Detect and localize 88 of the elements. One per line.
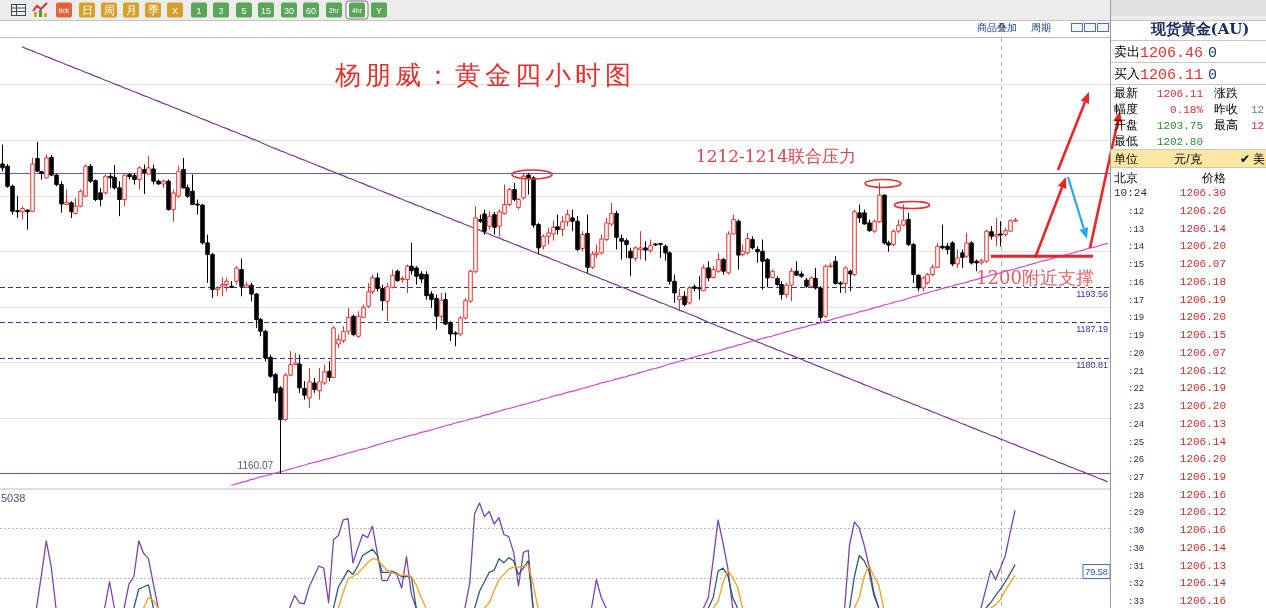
text: 1206.12 bbox=[1179, 364, 1226, 377]
text: 1206.07 bbox=[1179, 258, 1226, 271]
annotation: 5038 bbox=[1, 492, 26, 504]
text: 幅度 bbox=[1114, 102, 1138, 116]
text: 1206.19 bbox=[1179, 293, 1226, 306]
text: 12 bbox=[1251, 120, 1265, 132]
text: :33 bbox=[1128, 597, 1145, 608]
text: :19 bbox=[1128, 331, 1145, 342]
text: :28 bbox=[1128, 490, 1145, 501]
y-tick-label: 1180.81 bbox=[1076, 359, 1108, 370]
annotation: 1 bbox=[196, 5, 202, 16]
text: :19 bbox=[1128, 313, 1145, 324]
value-box: 79.58 bbox=[1082, 564, 1111, 579]
text: 0 bbox=[1208, 45, 1218, 62]
text: 元/克 bbox=[1174, 152, 1202, 166]
text: 1206.14 bbox=[1179, 222, 1227, 235]
annotation: Y bbox=[375, 5, 383, 16]
text: :25 bbox=[1128, 437, 1145, 448]
text: 1206.11 bbox=[1156, 88, 1204, 100]
text: :14 bbox=[1128, 242, 1145, 253]
text: :24 bbox=[1128, 419, 1145, 430]
text: ✔ 美 bbox=[1240, 152, 1266, 166]
text: 1206.30 bbox=[1179, 187, 1226, 200]
text: 1206.14 bbox=[1179, 541, 1227, 554]
text: 1206.13 bbox=[1179, 417, 1226, 430]
text: :17 bbox=[1128, 295, 1145, 306]
annotation: 周期 bbox=[1031, 22, 1051, 33]
text: 1206.46 bbox=[1139, 45, 1203, 62]
text: :16 bbox=[1128, 277, 1145, 288]
text: 1206.18 bbox=[1179, 275, 1226, 288]
text: :31 bbox=[1128, 561, 1145, 572]
text: 涨跌 bbox=[1214, 86, 1238, 100]
text: :26 bbox=[1128, 455, 1145, 466]
text: 1206.15 bbox=[1179, 329, 1226, 342]
annotation: 5 bbox=[241, 5, 247, 16]
text: 价格 bbox=[1201, 171, 1226, 185]
text: :32 bbox=[1128, 579, 1145, 590]
text: :23 bbox=[1128, 402, 1145, 413]
text: 1206.20 bbox=[1179, 240, 1226, 253]
text: 1206.14 bbox=[1179, 577, 1227, 590]
text: 最高 bbox=[1214, 118, 1238, 132]
text: 1206.14 bbox=[1179, 435, 1227, 448]
text: 1206.19 bbox=[1179, 470, 1226, 483]
text: :21 bbox=[1128, 366, 1145, 377]
text: :15 bbox=[1128, 260, 1145, 271]
text: 1206.13 bbox=[1179, 559, 1226, 572]
annotation: X bbox=[171, 5, 179, 16]
text: :29 bbox=[1128, 508, 1145, 519]
text: :22 bbox=[1128, 384, 1145, 395]
text: :30 bbox=[1128, 526, 1145, 537]
text: :13 bbox=[1128, 224, 1145, 235]
text: :20 bbox=[1128, 348, 1145, 359]
text: 1202.80 bbox=[1156, 136, 1203, 148]
annotation: 1200附近支撑 bbox=[976, 267, 1094, 289]
text: 卖出 bbox=[1114, 44, 1140, 59]
text: 买入 bbox=[1114, 66, 1140, 81]
text: 1206.26 bbox=[1179, 205, 1226, 218]
text: 0 bbox=[1208, 67, 1218, 84]
text: 1206.19 bbox=[1179, 382, 1226, 395]
text: 杨朋威：黄金四小时图 bbox=[334, 60, 635, 90]
text: 1206.16 bbox=[1179, 524, 1226, 537]
text: 现货黄金(AU) bbox=[1149, 20, 1250, 38]
text: 最低 bbox=[1114, 134, 1138, 148]
text: :30 bbox=[1128, 543, 1145, 554]
text: 12 bbox=[1251, 104, 1265, 116]
text: 0.18% bbox=[1169, 104, 1204, 116]
text: 北京 bbox=[1114, 171, 1138, 185]
text: 1203.75 bbox=[1156, 120, 1203, 132]
annotation: 商品叠加 bbox=[977, 22, 1017, 33]
text: 1206.12 bbox=[1179, 506, 1226, 519]
annotation: 3 bbox=[218, 5, 224, 16]
text: 1206.07 bbox=[1179, 346, 1226, 359]
y-tick-label: 1187.19 bbox=[1076, 324, 1108, 335]
text: 最新 bbox=[1114, 86, 1138, 100]
text: :27 bbox=[1128, 472, 1145, 483]
text: 昨收 bbox=[1214, 102, 1238, 116]
text: :12 bbox=[1128, 207, 1145, 218]
y-tick-label: 1193.56 bbox=[1076, 289, 1108, 300]
text: 单位 bbox=[1114, 152, 1138, 166]
text: 1206.16 bbox=[1179, 595, 1226, 608]
text: 1206.20 bbox=[1179, 400, 1226, 413]
text: 1206.16 bbox=[1179, 488, 1226, 501]
text: 10:24 bbox=[1114, 187, 1148, 200]
annotation: 1160.07 bbox=[237, 460, 274, 472]
annotation: 1212-1214联合压力 bbox=[695, 146, 857, 167]
text: 1206.20 bbox=[1179, 311, 1226, 324]
text: 1206.20 bbox=[1179, 453, 1226, 466]
text: 1206.11 bbox=[1139, 67, 1203, 84]
